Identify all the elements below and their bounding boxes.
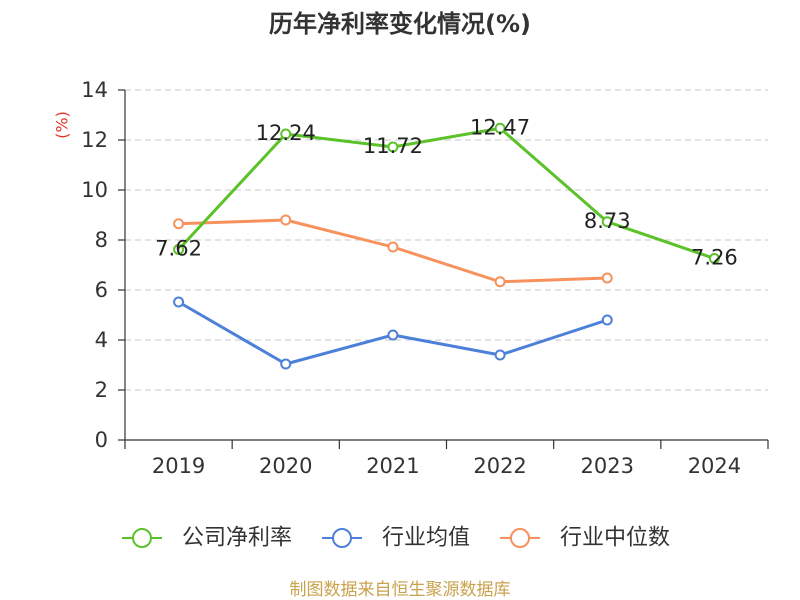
industry-median-point: [387, 241, 399, 253]
x-tick-label: 2022: [473, 454, 526, 478]
company-net-margin-point: [494, 122, 506, 134]
legend-item-company-net-margin[interactable]: 公司净利率: [122, 526, 292, 551]
company-net-margin-data-label: 12.24: [256, 121, 316, 145]
industry-median-point: [601, 272, 613, 284]
x-tick-label: 2023: [581, 454, 634, 478]
y-tick-label: 14: [81, 78, 108, 102]
y-tick-label: 8: [95, 228, 108, 252]
series-group: [177, 126, 716, 366]
company-net-margin-data-label: 8.73: [584, 209, 631, 233]
x-tick-label: 2019: [152, 454, 205, 478]
legend-label: 行业均值: [382, 526, 470, 551]
y-tick-label: 10: [81, 178, 108, 202]
legend-item-industry-median[interactable]: 行业中位数: [500, 526, 670, 551]
x-tick-label: 2020: [259, 454, 312, 478]
company-net-margin-data-label: 11.72: [363, 134, 423, 158]
legend-circle-icon: [510, 528, 530, 548]
x-tick-label: 2024: [688, 454, 741, 478]
legend-label: 行业中位数: [560, 526, 670, 551]
industry-average-point: [494, 349, 506, 361]
industry-average-point: [280, 358, 292, 370]
company-net-margin-line: [177, 126, 716, 260]
industry-average-point: [173, 296, 185, 308]
legend: 公司净利率 行业均值 行业中位数: [122, 526, 670, 551]
company-net-margin-data-label: 12.47: [470, 115, 530, 139]
y-tick-label: 2: [95, 378, 108, 402]
company-net-margin-point: [387, 141, 399, 153]
company-net-margin-point: [173, 244, 185, 255]
industry-median-point: [494, 276, 506, 288]
legend-label: 公司净利率: [182, 526, 292, 551]
y-tick-label: 4: [95, 328, 108, 352]
company-net-margin-point: [708, 253, 720, 264]
y-axis-label: (%): [53, 111, 72, 139]
industry-median-point: [173, 218, 185, 230]
legend-item-industry-average[interactable]: 行业均值: [322, 526, 470, 551]
company-net-margin-data-label: 7.62: [155, 237, 202, 261]
axes: 0 2 4 6 8 10 12 14 2019 2020 2021 2022 2023 2024: [81, 78, 769, 478]
company-net-margin-point: [601, 216, 613, 228]
x-tick-label: 2021: [366, 454, 419, 478]
data-labels-group: 7.62 12.24 11.72 12.47 8.73 7.26: [155, 115, 738, 269]
legend-circle-icon: [332, 528, 352, 548]
markers-group: [173, 122, 720, 370]
y-tick-label: 0: [95, 428, 108, 452]
legend-circle-icon: [132, 528, 152, 548]
industry-average-point: [601, 314, 613, 326]
industry-average-point: [387, 329, 399, 341]
chart-title: 历年净利率变化情况(%): [269, 10, 531, 38]
y-tick-label: 6: [95, 278, 108, 302]
industry-median-point: [280, 214, 292, 226]
company-net-margin-point: [280, 128, 292, 140]
company-net-margin-data-label: 7.26: [691, 246, 738, 270]
y-tick-label: 12: [81, 128, 108, 152]
source-note: 制图数据来自恒生聚源数据库: [290, 580, 511, 600]
